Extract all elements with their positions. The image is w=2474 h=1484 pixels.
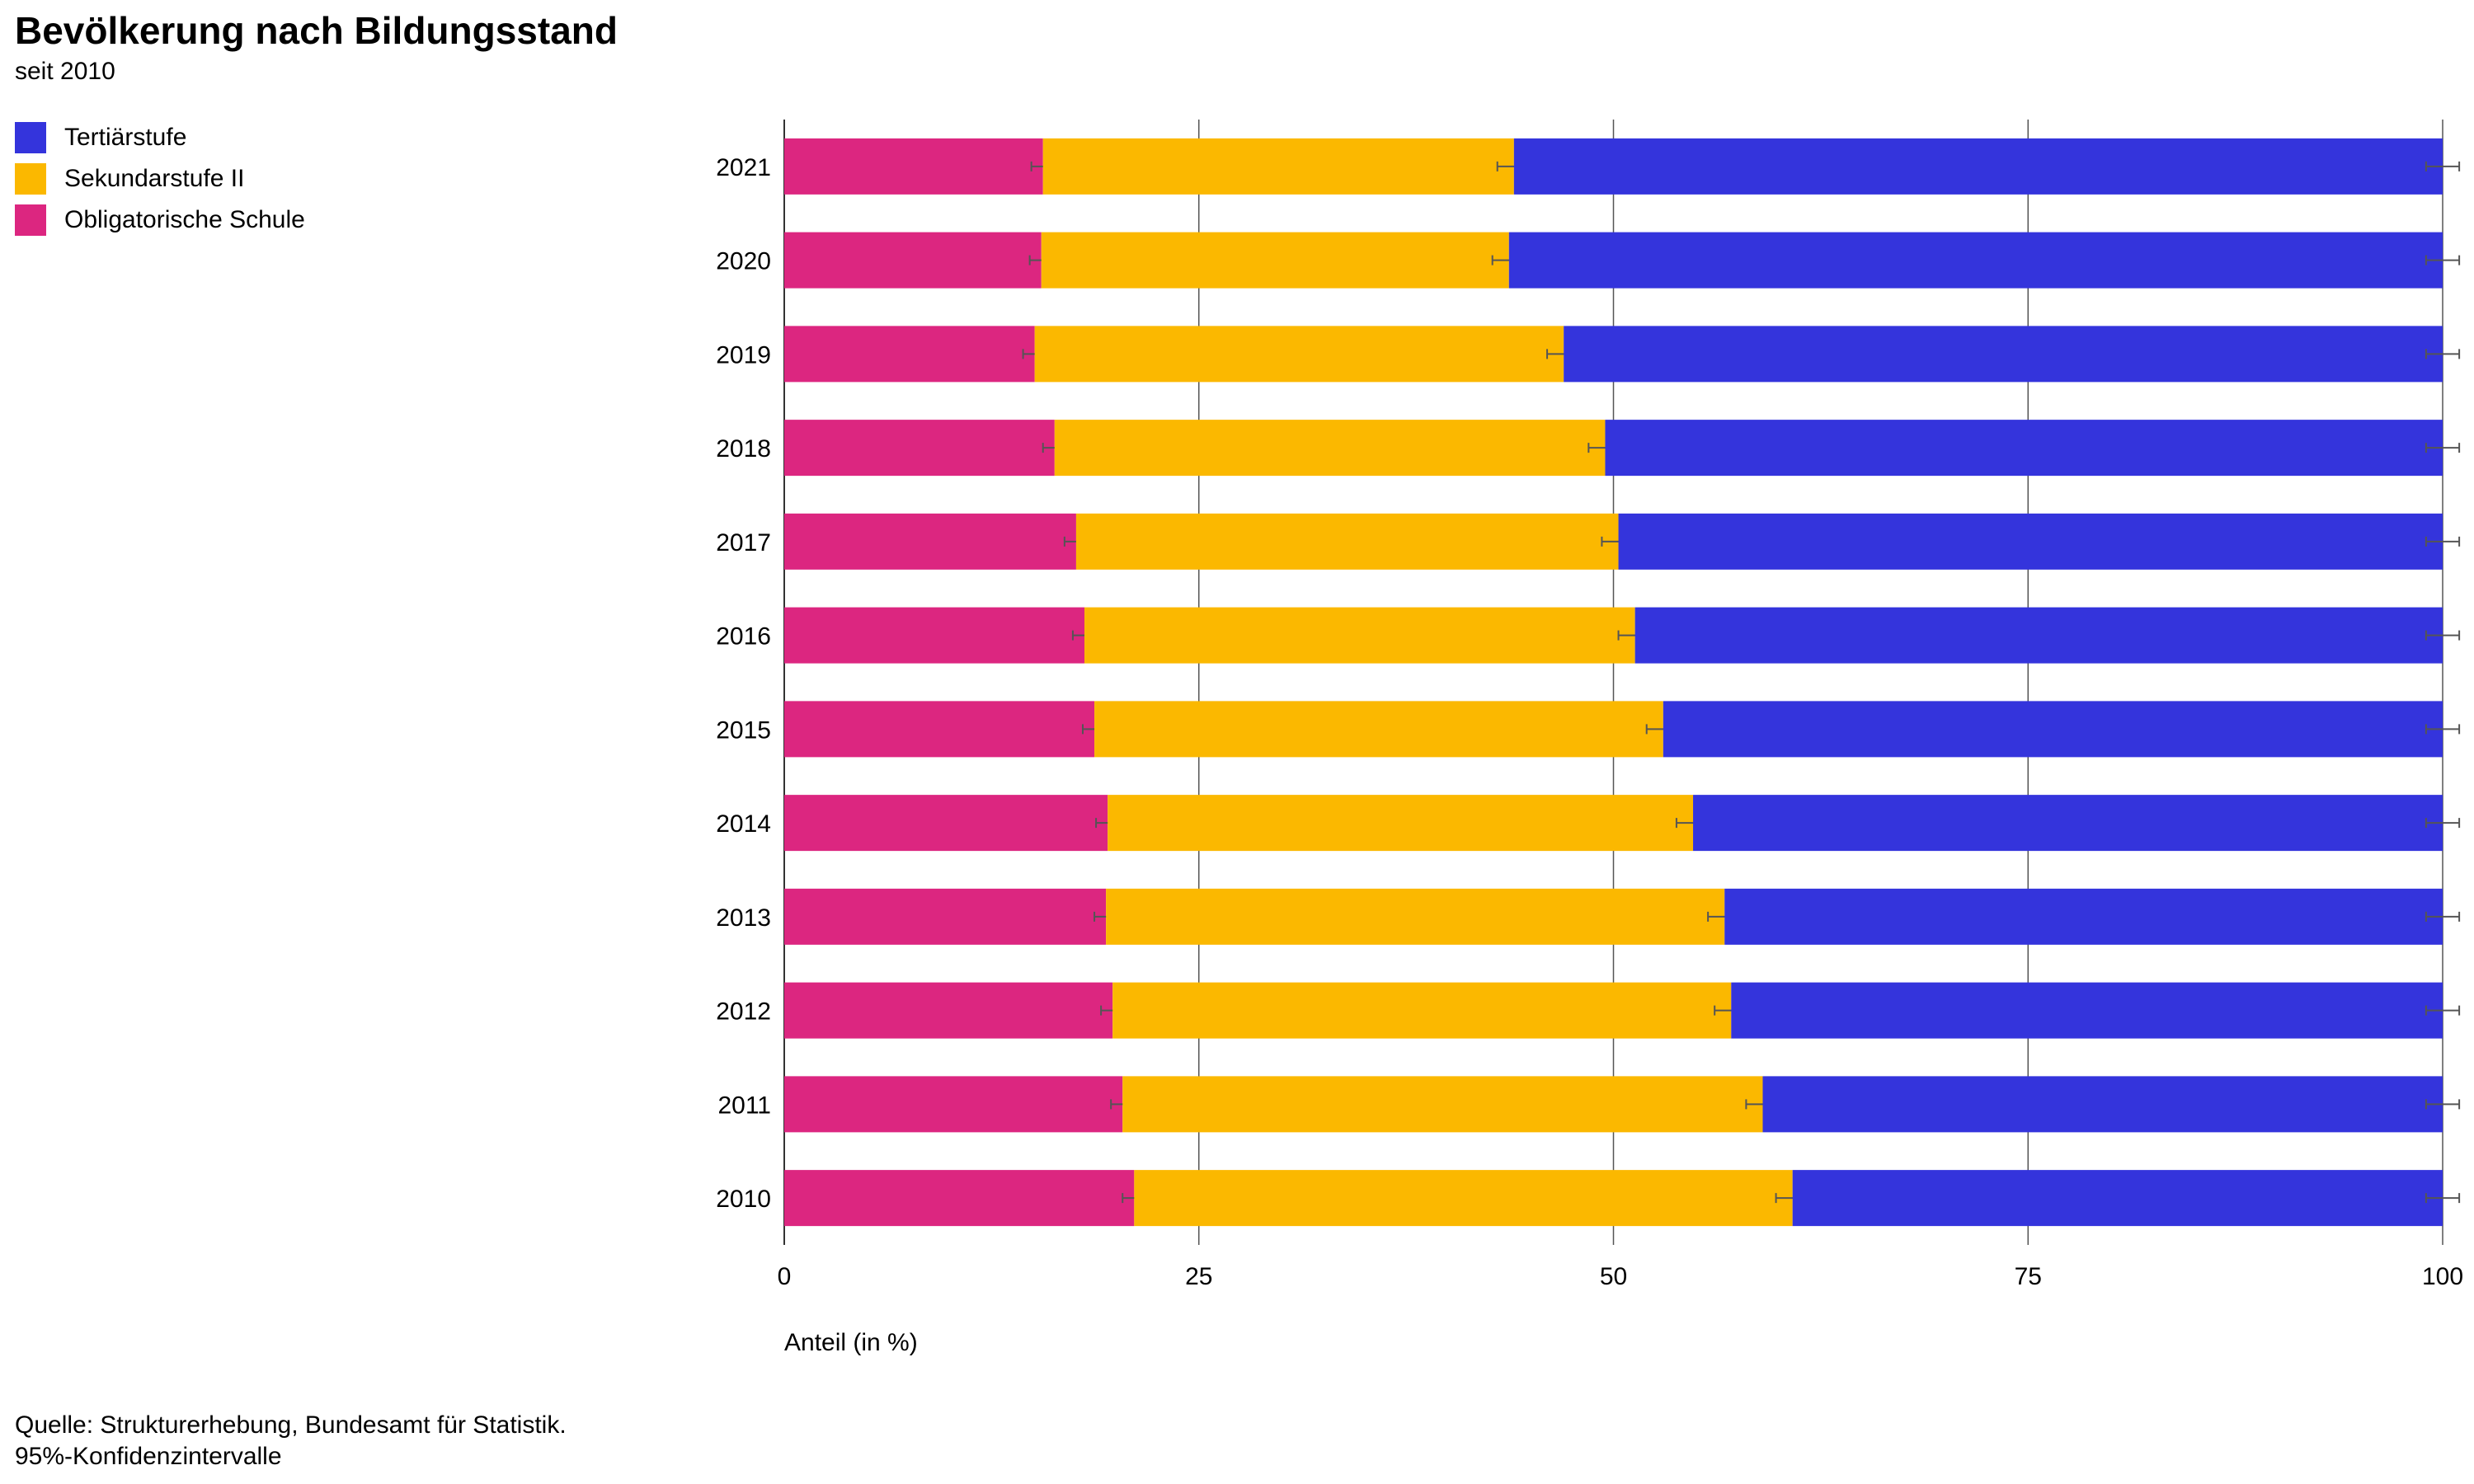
bar-2012-obligatorische-schule bbox=[784, 982, 1113, 1039]
legend-swatch-obligatorische-schule bbox=[15, 204, 46, 236]
bar-2015-obligatorische-schule bbox=[784, 701, 1095, 758]
bar-2018-sekundarstufe-ii bbox=[1054, 420, 1606, 477]
bar-2015-terti-rstufe bbox=[1663, 701, 2443, 758]
legend-item-obligatorische-schule: Obligatorische Schule bbox=[15, 200, 305, 241]
y-tick-label-2012: 2012 bbox=[716, 998, 771, 1026]
bar-2010-obligatorische-schule bbox=[784, 1170, 1135, 1227]
bar-2017-sekundarstufe-ii bbox=[1075, 513, 1619, 570]
bar-2013-obligatorische-schule bbox=[784, 888, 1107, 945]
bar-2014-sekundarstufe-ii bbox=[1108, 795, 1694, 852]
y-tick-label-2014: 2014 bbox=[716, 810, 771, 838]
x-tick-label: 100 bbox=[2422, 1263, 2463, 1290]
bar-2021-sekundarstufe-ii bbox=[1042, 138, 1514, 195]
bar-2012-sekundarstufe-ii bbox=[1112, 982, 1732, 1039]
source-note: Quelle: Strukturerhebung, Bundesamt für … bbox=[15, 1411, 567, 1439]
bar-2014-terti-rstufe bbox=[1693, 795, 2443, 852]
legend-label-obligatorische-schule: Obligatorische Schule bbox=[64, 206, 305, 233]
y-tick-label-2021: 2021 bbox=[716, 154, 771, 181]
chart-footer: Quelle: Strukturerhebung, Bundesamt für … bbox=[15, 1410, 567, 1472]
y-tick-label-2019: 2019 bbox=[716, 341, 771, 369]
bar-2011-sekundarstufe-ii bbox=[1122, 1076, 1763, 1133]
legend-label-tertiaerstufe: Tertiärstufe bbox=[64, 124, 187, 151]
y-tick-label-2013: 2013 bbox=[716, 904, 771, 932]
bar-2016-terti-rstufe bbox=[1634, 607, 2443, 664]
bar-2018-terti-rstufe bbox=[1605, 420, 2443, 477]
bar-2010-terti-rstufe bbox=[1792, 1170, 2443, 1227]
y-tick-label-2010: 2010 bbox=[716, 1186, 771, 1213]
x-tick-label: 0 bbox=[778, 1263, 792, 1290]
y-tick-label-2020: 2020 bbox=[716, 248, 771, 275]
bar-2017-obligatorische-schule bbox=[784, 513, 1076, 570]
bar-2019-sekundarstufe-ii bbox=[1034, 326, 1564, 383]
bar-2016-sekundarstufe-ii bbox=[1084, 607, 1635, 664]
bar-2013-terti-rstufe bbox=[1724, 888, 2443, 945]
bar-2021-obligatorische-schule bbox=[784, 138, 1043, 195]
bar-2015-sekundarstufe-ii bbox=[1094, 701, 1663, 758]
bar-2020-terti-rstufe bbox=[1508, 232, 2443, 289]
bar-2019-obligatorische-schule bbox=[784, 326, 1035, 383]
bar-2012-terti-rstufe bbox=[1731, 982, 2443, 1039]
bar-2010-sekundarstufe-ii bbox=[1134, 1170, 1793, 1227]
x-tick-label: 25 bbox=[1185, 1263, 1212, 1290]
confidence-note: 95%-Konfidenzintervalle bbox=[15, 1443, 282, 1470]
legend-item-sekundarstufe: Sekundarstufe II bbox=[15, 158, 305, 200]
bar-2013-sekundarstufe-ii bbox=[1106, 888, 1725, 945]
x-tick-label: 50 bbox=[1600, 1263, 1627, 1290]
legend-item-tertiaerstufe: Tertiärstufe bbox=[15, 117, 305, 158]
y-tick-label-2011: 2011 bbox=[717, 1092, 771, 1119]
bar-2019-terti-rstufe bbox=[1564, 326, 2443, 383]
bar-2014-obligatorische-schule bbox=[784, 795, 1108, 852]
bar-2011-terti-rstufe bbox=[1762, 1076, 2443, 1133]
legend-swatch-sekundarstufe bbox=[15, 163, 46, 195]
legend-swatch-tertiaerstufe bbox=[15, 122, 46, 153]
chart-subtitle: seit 2010 bbox=[15, 58, 115, 85]
bar-2018-obligatorische-schule bbox=[784, 420, 1055, 477]
bar-2017-terti-rstufe bbox=[1618, 513, 2443, 570]
bar-2011-obligatorische-schule bbox=[784, 1076, 1123, 1133]
y-tick-label-2018: 2018 bbox=[716, 435, 771, 463]
bar-2020-sekundarstufe-ii bbox=[1041, 232, 1509, 289]
y-tick-label-2017: 2017 bbox=[716, 529, 771, 556]
y-tick-label-2015: 2015 bbox=[716, 716, 771, 744]
chart-title: Bevölkerung nach Bildungsstand bbox=[15, 9, 618, 52]
x-axis-title: Anteil (in %) bbox=[784, 1329, 918, 1356]
bar-2020-obligatorische-schule bbox=[784, 232, 1042, 289]
legend: Tertiärstufe Sekundarstufe II Obligatori… bbox=[15, 117, 305, 241]
x-tick-label: 75 bbox=[2015, 1263, 2042, 1290]
bar-2016-obligatorische-schule bbox=[784, 607, 1084, 664]
legend-label-sekundarstufe: Sekundarstufe II bbox=[64, 165, 245, 192]
y-tick-label-2016: 2016 bbox=[716, 623, 771, 650]
bar-2021-terti-rstufe bbox=[1513, 138, 2443, 195]
